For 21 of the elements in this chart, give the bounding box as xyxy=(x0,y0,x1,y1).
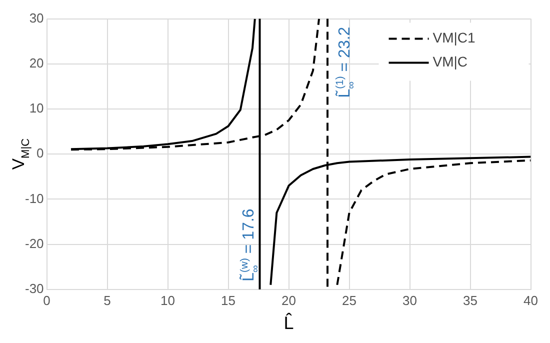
y-tick-label: -30 xyxy=(24,280,44,296)
y-tick-label: 20 xyxy=(29,55,44,70)
x-tick-label: 25 xyxy=(342,292,357,308)
x-tick-label: 35 xyxy=(463,292,478,308)
ref-line-label: L̃∞(1) = 23.2 xyxy=(334,26,358,98)
legend-label: VM|C1 xyxy=(432,30,476,46)
x-tick-label: 30 xyxy=(402,292,418,308)
x-tick-label: 10 xyxy=(160,292,176,308)
x-axis-title: L̂ xyxy=(284,312,294,333)
x-tick-label: 40 xyxy=(524,292,538,308)
y-tick-label: 30 xyxy=(29,10,44,26)
x-tick-label: 15 xyxy=(221,292,236,308)
y-tick-label: -20 xyxy=(24,236,44,251)
y-axis-title: VM|C xyxy=(9,138,32,170)
y-tick-label: 10 xyxy=(29,100,44,116)
ref-line-label: L̃∞(w) = 17.6 xyxy=(239,208,262,282)
legend-label: VM|C xyxy=(432,54,468,70)
y-tick-label: 0 xyxy=(36,146,44,161)
x-tick-label: 5 xyxy=(104,292,111,308)
y-tick-label: -10 xyxy=(24,190,44,206)
x-tick-label: 20 xyxy=(282,292,296,308)
